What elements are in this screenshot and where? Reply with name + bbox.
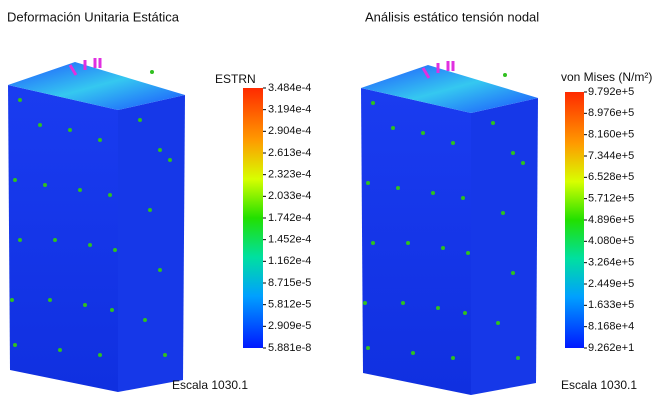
legend-title: ESTRN (215, 72, 256, 86)
legend-label: 2.909e-5 (268, 320, 311, 332)
legend-label: 1.162e-4 (268, 255, 311, 267)
legend-label: 9.262e+1 (588, 342, 634, 354)
legend-label: 1.633e+5 (588, 299, 634, 311)
legend-label: 3.194e-4 (268, 104, 311, 116)
legend-label: 5.812e-5 (268, 299, 311, 311)
legend-label: 8.160e+5 (588, 129, 634, 141)
legend-label: 8.976e+5 (588, 107, 634, 119)
panel-title: Deformación Unitaria Estática (7, 9, 180, 24)
legend-label: 5.881e-8 (268, 342, 311, 354)
legend-label: 1.452e-4 (268, 234, 311, 246)
legend-label: 5.712e+5 (588, 193, 634, 205)
legend-title: von Mises (N/m²) (561, 70, 652, 84)
model-stress (361, 61, 538, 395)
screenshot: Deformación Unitaria Estática Análisis e… (0, 0, 661, 405)
legend-label: 2.613e-4 (268, 147, 311, 159)
model-strain (8, 58, 185, 392)
legend-label: 2.449e+5 (588, 278, 634, 290)
scale-label: Escala 1030.1 (172, 378, 248, 392)
legend-label: 8.168e+4 (588, 321, 634, 333)
panel-title: Análisis estático tensión nodal (365, 9, 539, 24)
legend-label: 4.896e+5 (588, 214, 634, 226)
legend-bar (243, 88, 263, 348)
legend-label: 8.715e-5 (268, 277, 311, 289)
legend-label: 7.344e+5 (588, 150, 634, 162)
legend-label: 2.033e-4 (268, 190, 311, 202)
legend-label: 9.792e+5 (588, 86, 634, 98)
legend-label: 1.742e-4 (268, 212, 311, 224)
legend-label: 3.264e+5 (588, 257, 634, 269)
legend-label: 2.323e-4 (268, 169, 311, 181)
legend-label: 3.484e-4 (268, 82, 311, 94)
legend-label: 2.904e-4 (268, 125, 311, 137)
legend-label: 6.528e+5 (588, 171, 634, 183)
legend-bar (565, 92, 584, 348)
scale-label: Escala 1030.1 (561, 378, 637, 392)
legend-label: 4.080e+5 (588, 235, 634, 247)
